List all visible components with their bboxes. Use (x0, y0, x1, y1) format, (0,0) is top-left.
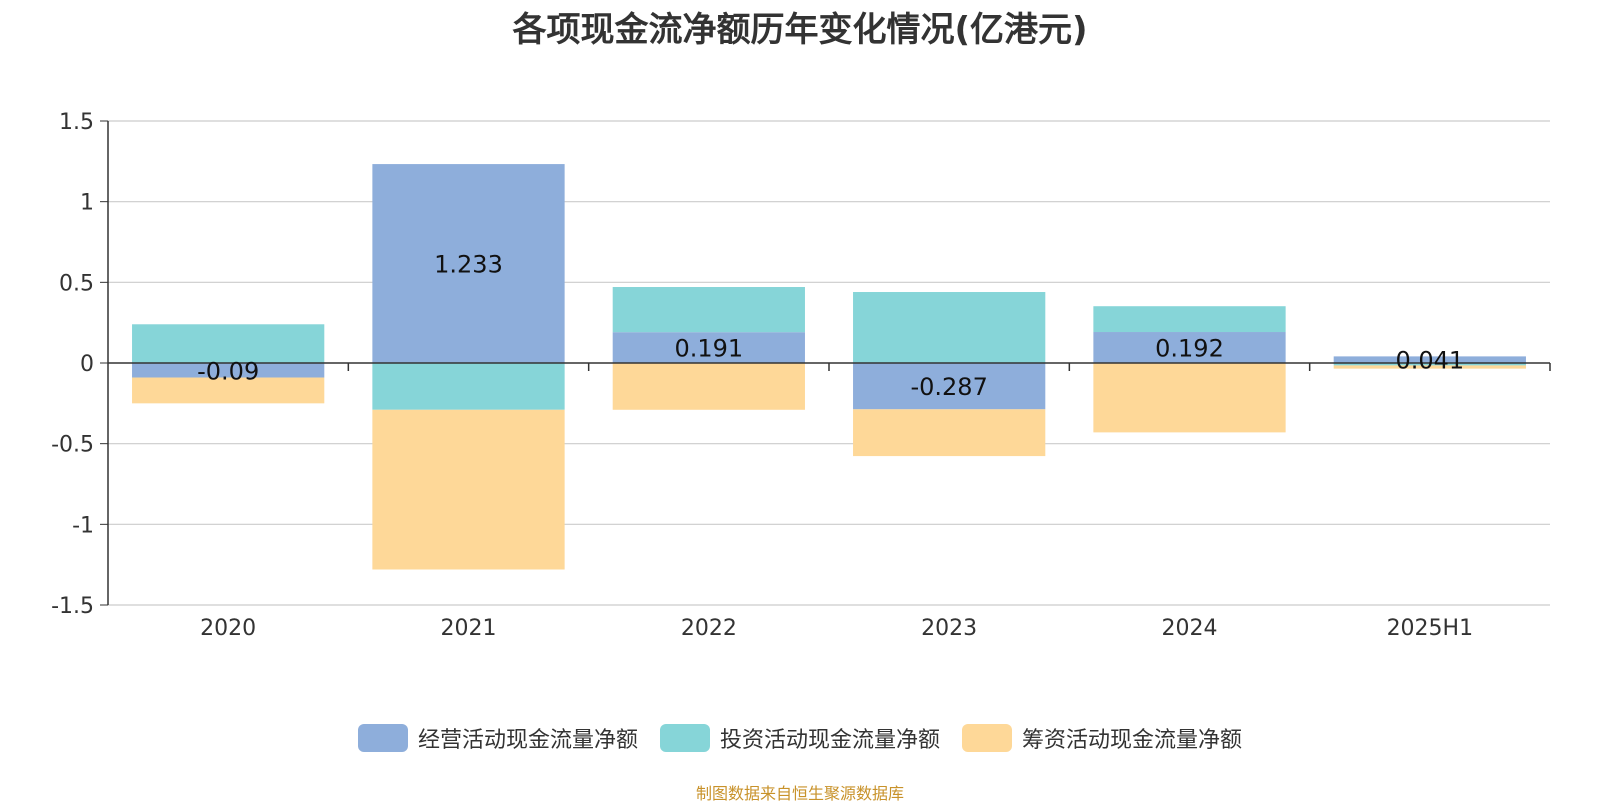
bar-financing-2022[interactable] (612, 363, 805, 410)
bar-financing-2025H1[interactable] (1333, 365, 1526, 369)
axes: 1.5 1 0.5 0 -0.5 -1 -1.5 2020 2021 2022 2023 2024 20… (51, 110, 1551, 641)
legend-item-investing[interactable]: 投资活动现金流量净额 (659, 722, 940, 754)
data-label-2020: -0.09 (197, 357, 259, 385)
bar-operating-2023[interactable] (853, 363, 1046, 410)
x-tick-label: 2022 (681, 616, 737, 641)
bar-operating-2024[interactable] (1093, 332, 1286, 363)
bar-investing-2020[interactable] (132, 324, 325, 363)
y-tick-label: 1 (80, 191, 94, 216)
bar-investing-2023[interactable] (853, 292, 1046, 363)
bar-investing-2022[interactable] (612, 287, 805, 333)
x-tick-label: 2024 (1162, 616, 1218, 641)
y-tick-label: 1.5 (59, 110, 94, 135)
bar-operating-2020[interactable] (132, 363, 325, 378)
x-tick-label: 2021 (441, 616, 497, 641)
bar-financing-2023[interactable] (853, 409, 1046, 457)
legend: 经营活动现金流量净额 投资活动现金流量净额 筹资活动现金流量净额 (0, 722, 1600, 754)
chart-title: 各项现金流净额历年变化情况(亿港元) (512, 10, 1088, 50)
legend-label-investing: 投资活动现金流量净额 (719, 728, 940, 753)
y-tick-label: 0.5 (59, 271, 94, 296)
bar-investing-2021[interactable] (372, 363, 565, 410)
bar-operating-2022[interactable] (612, 332, 805, 363)
bar-operating-2021[interactable] (372, 164, 565, 363)
source-note: 制图数据来自恒生聚源数据库 (695, 784, 904, 803)
stacked-bar-chart: 1.5 1 0.5 0 -0.5 -1 -1.5 2020 2021 2022 2023 2024 20… (51, 110, 1551, 641)
data-label-2025H1: 0.041 (1395, 347, 1464, 375)
y-tick-label: 0 (80, 352, 94, 377)
y-tick-label: -1.5 (51, 594, 94, 619)
bar-investing-2024[interactable] (1093, 306, 1286, 333)
legend-label-operating: 经营活动现金流量净额 (417, 728, 638, 753)
x-tick-label: 2025H1 (1387, 616, 1474, 641)
legend-item-operating[interactable]: 经营活动现金流量净额 (357, 722, 638, 754)
bar-operating-2025H1[interactable] (1333, 356, 1526, 363)
legend-swatch-investing (659, 724, 710, 752)
bar-investing-2025H1[interactable] (1333, 363, 1526, 366)
data-label-2024: 0.192 (1155, 335, 1224, 363)
bars (132, 164, 1526, 570)
y-tick-label: -0.5 (51, 433, 94, 458)
x-tick-label: 2020 (200, 616, 256, 641)
y-tick-label: -1 (72, 513, 94, 538)
data-label-2022: 0.191 (674, 335, 743, 363)
bar-financing-2021[interactable] (372, 409, 565, 570)
legend-swatch-operating (357, 724, 408, 752)
bar-financing-2024[interactable] (1093, 363, 1286, 433)
legend-label-financing: 筹资活动现金流量净额 (1022, 728, 1243, 753)
data-label-2021: 1.233 (434, 251, 503, 279)
bar-financing-2020[interactable] (132, 377, 325, 404)
grid-lines (108, 120, 1550, 606)
legend-item-financing[interactable]: 筹资活动现金流量净额 (962, 722, 1242, 754)
data-label-2023: -0.287 (910, 373, 987, 401)
legend-swatch-financing (962, 724, 1012, 752)
data-labels: -0.09 1.233 0.191 -0.287 0.192 0.041 (197, 251, 1464, 402)
x-tick-label: 2023 (921, 616, 977, 641)
